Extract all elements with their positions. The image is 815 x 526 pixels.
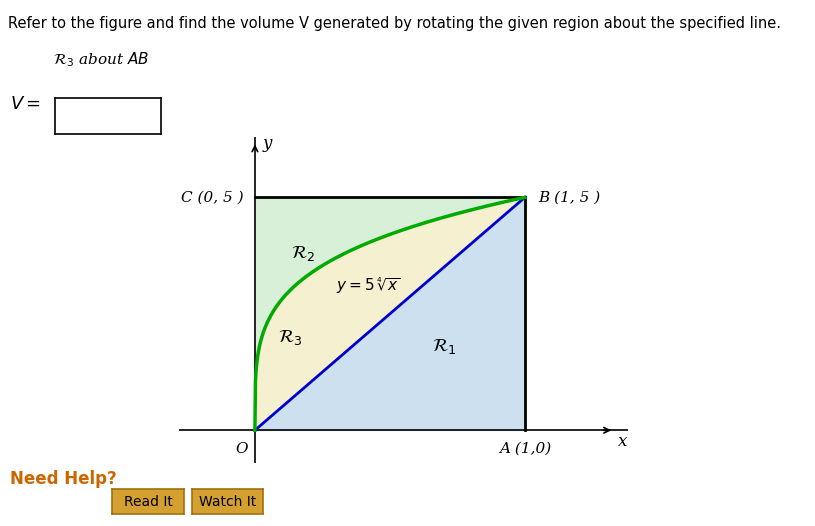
Text: $\mathcal{R}_3$: $\mathcal{R}_3$ <box>278 328 302 347</box>
Polygon shape <box>255 197 525 430</box>
Text: Read It: Read It <box>124 495 173 509</box>
Text: y: y <box>263 135 272 152</box>
Text: Watch It: Watch It <box>199 495 256 509</box>
Text: $V =$: $V =$ <box>10 95 41 113</box>
Text: Need Help?: Need Help? <box>10 470 117 488</box>
Text: x: x <box>618 432 627 450</box>
Text: $y = 5\,\sqrt[4]{x}$: $y = 5\,\sqrt[4]{x}$ <box>336 276 401 296</box>
Polygon shape <box>255 197 525 430</box>
Text: $\mathcal{R}_2$: $\mathcal{R}_2$ <box>292 244 315 262</box>
Text: C (0, 5 ): C (0, 5 ) <box>182 190 244 204</box>
Text: A (1,0): A (1,0) <box>499 442 551 456</box>
Text: B (1, 5 ): B (1, 5 ) <box>539 190 601 204</box>
Text: $\mathcal{R}_3$ about $AB$: $\mathcal{R}_3$ about $AB$ <box>53 50 149 69</box>
Text: O: O <box>236 442 248 456</box>
Text: $\mathcal{R}_1$: $\mathcal{R}_1$ <box>432 337 456 356</box>
Polygon shape <box>255 197 525 430</box>
Text: Refer to the figure and find the volume V generated by rotating the given region: Refer to the figure and find the volume … <box>8 16 781 31</box>
